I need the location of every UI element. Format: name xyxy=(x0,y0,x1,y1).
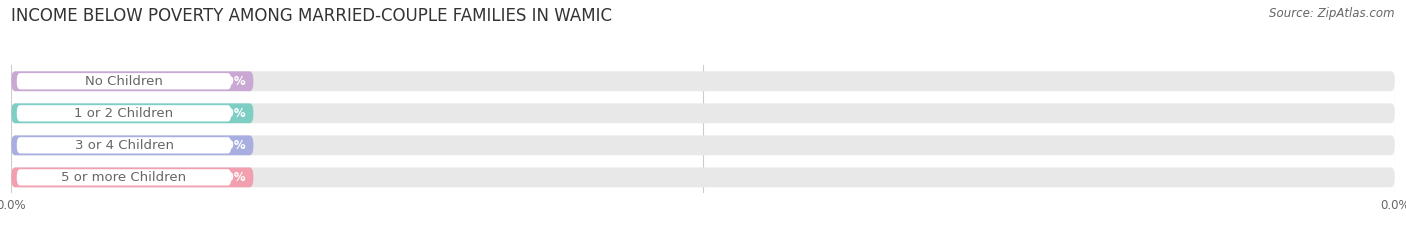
Text: 0.0%: 0.0% xyxy=(214,171,246,184)
FancyBboxPatch shape xyxy=(11,103,1395,123)
Text: 3 or 4 Children: 3 or 4 Children xyxy=(75,139,173,152)
FancyBboxPatch shape xyxy=(11,71,253,91)
Text: 0.0%: 0.0% xyxy=(214,139,246,152)
FancyBboxPatch shape xyxy=(11,103,253,123)
Text: 0.0%: 0.0% xyxy=(214,75,246,88)
Text: 5 or more Children: 5 or more Children xyxy=(62,171,187,184)
FancyBboxPatch shape xyxy=(17,169,231,185)
Text: 0.0%: 0.0% xyxy=(214,107,246,120)
FancyBboxPatch shape xyxy=(11,168,1395,187)
FancyBboxPatch shape xyxy=(11,135,1395,155)
Text: No Children: No Children xyxy=(86,75,163,88)
FancyBboxPatch shape xyxy=(11,71,1395,91)
FancyBboxPatch shape xyxy=(11,168,253,187)
FancyBboxPatch shape xyxy=(17,105,231,121)
FancyBboxPatch shape xyxy=(17,137,231,154)
Text: Source: ZipAtlas.com: Source: ZipAtlas.com xyxy=(1270,7,1395,20)
FancyBboxPatch shape xyxy=(11,135,253,155)
Text: INCOME BELOW POVERTY AMONG MARRIED-COUPLE FAMILIES IN WAMIC: INCOME BELOW POVERTY AMONG MARRIED-COUPL… xyxy=(11,7,612,25)
FancyBboxPatch shape xyxy=(17,73,231,89)
Text: 1 or 2 Children: 1 or 2 Children xyxy=(75,107,173,120)
